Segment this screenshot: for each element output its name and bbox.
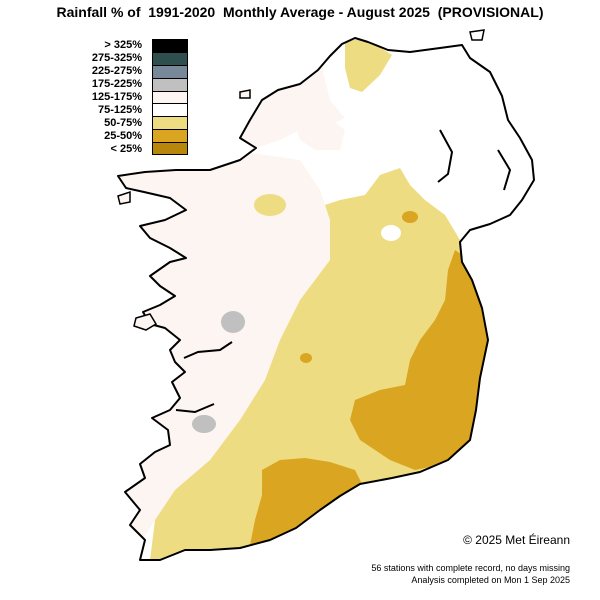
zone-75-125-midlands [381, 225, 401, 241]
copyright-text: © 2025 Met Éireann [463, 533, 570, 547]
coastline [117, 37, 535, 561]
stations-footnote: 56 stations with complete record, no day… [371, 563, 570, 573]
zone-50-75-north [345, 40, 392, 92]
analysis-footnote: Analysis completed on Mon 1 Sep 2025 [411, 575, 570, 585]
legend-label: > 325% [104, 39, 142, 52]
legend-row: 275-325% [88, 51, 188, 65]
legend-row: < 25% [88, 142, 188, 156]
legend-row: 25-50% [88, 129, 188, 143]
legend-swatch [152, 116, 188, 130]
legend-label: 125-175% [91, 91, 142, 103]
map-title: Rainfall % of 1991-2020 Monthly Average … [56, 4, 544, 20]
legend-swatch [152, 51, 188, 65]
galway-bay-outline [183, 341, 233, 359]
legend-label: 225-275% [91, 65, 142, 78]
western-island [133, 313, 158, 331]
legend-row: 75-125% [88, 103, 188, 117]
zone-25-50-spot-north [402, 211, 418, 223]
legend-label: < 25% [110, 142, 143, 155]
legend-label: 175-225% [91, 78, 142, 91]
legend-swatch [152, 129, 188, 143]
zone-25-50-spot-central [300, 353, 312, 363]
legend-label: 50-75% [104, 116, 142, 129]
legend-row: > 325% [88, 39, 188, 52]
arranmore-island [239, 89, 251, 99]
zone-175-225-clare [192, 415, 216, 433]
achill-island [117, 190, 131, 205]
zone-25-50-east [350, 250, 495, 470]
legend-row: 225-275% [88, 64, 188, 78]
legend-swatch [152, 39, 188, 52]
legend-row: 175-225% [88, 77, 188, 91]
legend-label: 75-125% [97, 103, 142, 116]
zone-175-225-galway [221, 311, 245, 333]
shannon-estuary-outline [175, 403, 215, 414]
lough-neagh-outline [437, 129, 454, 183]
legend-swatch [152, 90, 188, 104]
rathlin-island [469, 29, 485, 41]
legend-row: 125-175% [88, 90, 188, 104]
legend-swatch [152, 103, 188, 117]
legend: > 325% 275-325% 225-275% 175-225% 125-17… [88, 39, 188, 156]
legend-label: 25-50% [104, 129, 142, 142]
legend-label: 275-325% [91, 52, 142, 65]
strangford-lough-outline [497, 149, 512, 191]
legend-swatch [152, 142, 188, 156]
legend-swatch [152, 77, 188, 91]
legend-row: 50-75% [88, 116, 188, 130]
zone-25-50-south [250, 458, 365, 545]
zone-50-75-patch [254, 194, 286, 216]
legend-swatch [152, 64, 188, 78]
zone-125-175-north [295, 118, 345, 150]
